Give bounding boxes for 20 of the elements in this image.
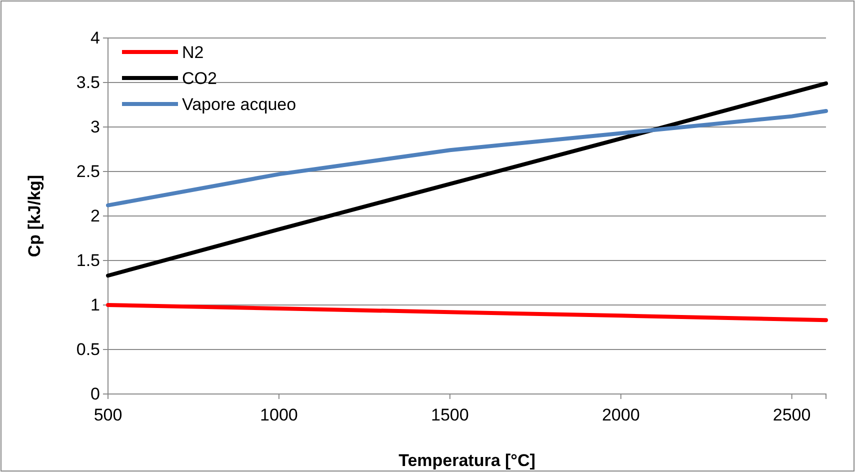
x-tick-label: 1500 (430, 406, 469, 425)
y-tick-label: 4 (90, 28, 100, 48)
x-tick-label: 1000 (260, 406, 298, 425)
x-tick-label: 500 (94, 406, 122, 425)
legend-label: N2 (182, 43, 204, 62)
y-tick-label: 2 (90, 206, 100, 226)
y-tick-label: 3.5 (76, 72, 100, 92)
y-tick-label: 0.5 (76, 340, 100, 359)
y-tick-label: 1 (90, 295, 100, 314)
legend-label: Vapore acqueo (182, 95, 296, 114)
y-axis-title: Cp [kJ/kg] (25, 174, 44, 258)
x-axis-title: Temperatura [°C] (398, 451, 536, 470)
x-tick-label: 2500 (772, 406, 811, 425)
legend-label: CO2 (182, 69, 217, 88)
y-tick-label: 2.5 (76, 162, 100, 181)
x-tick-label: 2000 (602, 406, 640, 425)
y-tick-label: 3 (90, 117, 100, 136)
y-tick-label: 0 (90, 384, 100, 404)
y-tick-label: 1.5 (76, 250, 100, 270)
line-series (106, 303, 828, 322)
